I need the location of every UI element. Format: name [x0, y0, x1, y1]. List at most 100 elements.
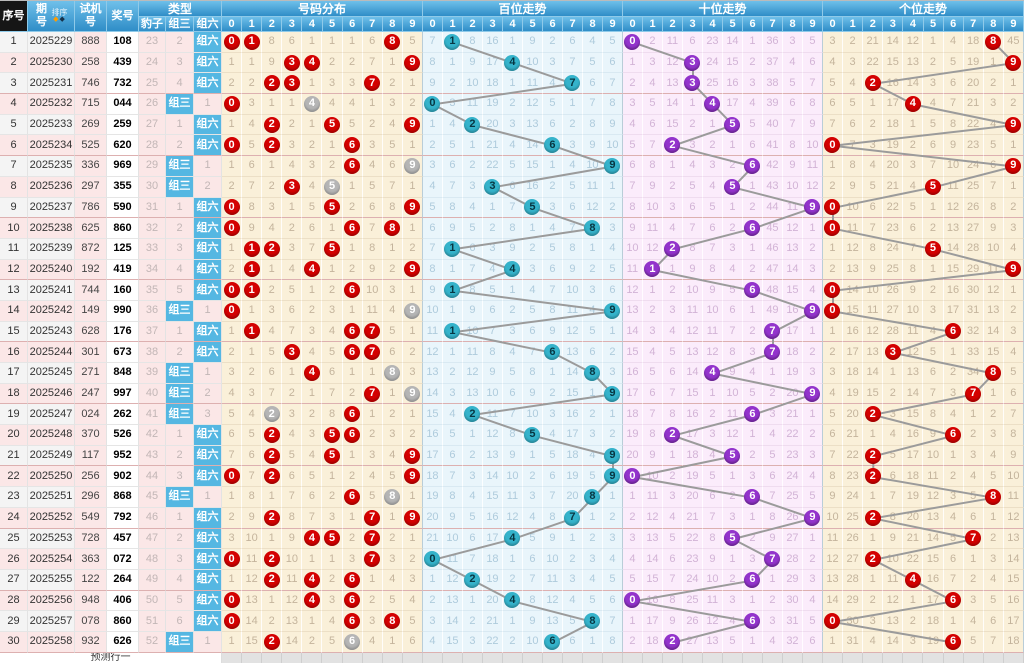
shi-cell: 0 [622, 590, 643, 612]
dist-cell: 1 [262, 487, 283, 508]
dist-cell: 1 [342, 445, 363, 467]
shi-cell: 5 [702, 197, 723, 219]
dist-cell: 1 [262, 156, 283, 177]
bai-cell: 16 [522, 176, 543, 198]
dist-cell: 3 [262, 300, 283, 322]
bai-cell: 14 [442, 611, 463, 632]
dist-cell: 1 [222, 156, 243, 177]
ge-cell: 2 [923, 52, 944, 74]
dist-circle: 2 [263, 240, 280, 257]
shi-cell: 27 [682, 631, 703, 653]
table-row: 12 2025240 192 419 34 4 组六 2 1 1 4 4 1 2 9 2 9 8 1 7 4 4 3 6 9 2 5… [0, 259, 1024, 281]
bai-circle: 9 [604, 385, 621, 402]
ge-cell: 8 [843, 156, 864, 177]
ge-cell: 7 [1003, 404, 1024, 426]
dist-cell: 8 [262, 32, 283, 53]
footer-cell [943, 652, 964, 663]
seq-cell: 27 [0, 569, 28, 591]
ge-cell: 4 [923, 321, 944, 343]
dist-cell: 2 [262, 466, 283, 488]
table-row: 4 2025232 715 044 26 组三 1 0 3 1 1 4 4 4 1 3 2 0 3 11 19 2 12 5 1… [0, 94, 1024, 115]
dist-cell: 5 [382, 590, 403, 612]
shi-circle: 5 [724, 447, 741, 464]
ge-cell: 29 [843, 590, 864, 612]
ge-cell: 7 [923, 383, 944, 405]
bai-cell: 8 [462, 32, 483, 53]
shi-cell: 3 [762, 404, 783, 426]
bai-circle: 5 [524, 426, 541, 443]
dist-circle: 0 [223, 302, 240, 319]
dist-cell: 2 [322, 569, 343, 591]
dist-cell: 1 [302, 383, 323, 405]
shi-cell: 2 [742, 259, 763, 281]
bai-cell: 1 [502, 32, 523, 53]
ge-cell: 5 [963, 487, 984, 508]
shi-cell: 1 [742, 425, 763, 446]
ge-cell: 27 [883, 300, 904, 322]
dist-circle: 2 [263, 137, 280, 154]
header-type-group: 类型 豹子 组三 组六 [139, 1, 222, 32]
shi-cell: 45 [762, 218, 783, 239]
ge-cell: 5 [943, 528, 964, 550]
shi-cell: 1 [742, 300, 763, 322]
type-cell-0: 23 [139, 32, 166, 53]
bai-cell: 11 [522, 73, 543, 95]
shi-cell: 3 [662, 300, 683, 322]
type-cell-2: 2 [194, 176, 222, 198]
dist-circle: 7 [364, 530, 381, 547]
ge-cell: 21 [883, 176, 904, 198]
dist-cell: 7 [362, 73, 383, 95]
bai-cell: 3 [462, 466, 483, 488]
dist-cell: 5 [362, 176, 383, 198]
dist-circle: 9 [404, 116, 421, 133]
shi-cell: 2 [762, 383, 783, 405]
dist-cell: 1 [322, 259, 343, 281]
period-cell: 2025245 [28, 363, 75, 384]
bai-cell: 7 [482, 321, 503, 343]
ge-cell: 6 [983, 156, 1004, 177]
shi-circle: 3 [684, 75, 701, 92]
ge-cell: 6 [843, 114, 864, 136]
bai-cell: 12 [502, 507, 523, 529]
shi-cell: 8 [662, 590, 683, 612]
shi-cell: 17 [682, 425, 703, 446]
ge-cell: 21 [903, 528, 924, 550]
dist-cell: 8 [362, 238, 383, 260]
dist-cell: 3 [342, 549, 363, 570]
ge-cell: 4 [983, 114, 1004, 136]
shi-cell: 4 [802, 280, 823, 301]
bai-cell: 5 [522, 528, 543, 550]
ge-cell: 15 [923, 549, 944, 570]
shi-cell: 12 [722, 425, 743, 446]
bai-cell: 13 [462, 383, 483, 405]
table-row: 30 2025258 932 626 52 组三 1 1 15 2 14 2 5 6 4 1 6 4 15 3 22 2 1… [0, 631, 1024, 653]
dist-cell: 1 [222, 238, 243, 260]
dist-cell: 2 [262, 280, 283, 301]
type-cell-1: 2 [166, 32, 194, 53]
shi-cell: 9 [682, 259, 703, 281]
shi-cell: 5 [702, 466, 723, 488]
ge-cell: 2 [903, 611, 924, 632]
ge-cell: 8 [983, 32, 1004, 53]
header-digit-bai-0: 0 [423, 17, 443, 32]
test-number-cell: 888 [75, 32, 107, 53]
shi-cell: 14 [662, 94, 683, 115]
prediction-row-label[interactable]: 预测行一 [0, 652, 222, 663]
sort-arrows-icon[interactable]: ◆◆ [53, 16, 66, 23]
dist-circle: 0 [223, 220, 240, 237]
dist-cell: 6 [342, 631, 363, 653]
ge-cell: 22 [963, 114, 984, 136]
sort-control[interactable]: 排序 ◆◆ [52, 9, 68, 24]
type-cell-0: 46 [139, 507, 166, 529]
shi-cell: 2 [722, 156, 743, 177]
period-cell: 2025241 [28, 280, 75, 301]
bai-cell: 7 [602, 611, 623, 632]
ge-cell: 5 [923, 176, 944, 198]
dist-cell: 4 [282, 425, 303, 446]
dist-circle: 3 [283, 54, 300, 71]
dist-cell: 4 [362, 156, 383, 177]
seq-cell: 20 [0, 425, 28, 446]
type-cell-2: 1 [194, 300, 222, 322]
dist-cell: 0 [222, 135, 243, 157]
dist-cell: 1 [242, 321, 263, 343]
